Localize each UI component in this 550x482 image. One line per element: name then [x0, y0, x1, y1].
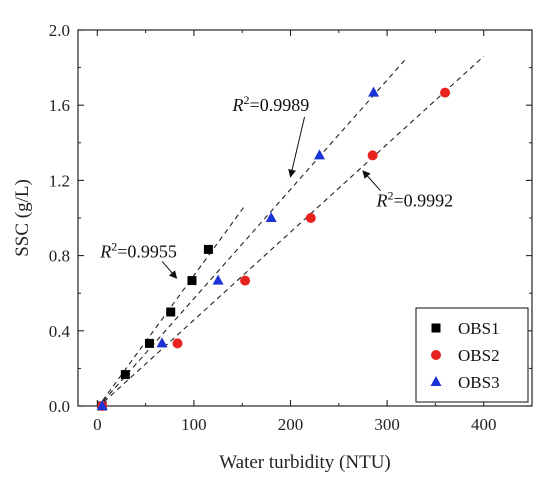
point-obs3	[313, 149, 325, 160]
fit-line-obs2	[96, 55, 485, 409]
r2-annotations: R2=0.9955 R2=0.9989 R2=0.9992	[99, 93, 453, 279]
point-obs2	[172, 338, 183, 349]
point-obs1	[166, 307, 176, 317]
y-tick-label: 1.6	[49, 96, 70, 115]
data-markers	[96, 86, 451, 411]
legend-label-obs3: OBS3	[458, 373, 500, 392]
y-tick-label: 2.0	[49, 21, 70, 40]
r2-label-obs2: R2=0.9992	[375, 189, 453, 211]
x-tick-label: 300	[374, 415, 400, 434]
legend-label-obs2: OBS2	[458, 346, 500, 365]
point-obs1	[120, 370, 130, 380]
y-tick-label: 0.0	[49, 397, 70, 416]
point-obs3	[156, 337, 168, 348]
legend: OBS1 OBS2 OBS3	[415, 307, 529, 403]
point-obs2	[240, 275, 251, 286]
point-obs3	[96, 400, 108, 410]
x-axis-title: Water turbidity (NTU)	[219, 452, 391, 473]
r2-arrow-obs3	[288, 116, 306, 178]
point-obs2	[367, 150, 378, 161]
x-tick-label: 0	[93, 415, 102, 434]
x-tick-label: 200	[278, 415, 304, 434]
r2-label-obs1: R2=0.9955	[99, 239, 177, 261]
point-obs2	[440, 87, 451, 98]
y-tick-label: 1.2	[49, 171, 70, 190]
legend-marker-obs2	[431, 350, 441, 360]
fit-line-obs1	[96, 206, 245, 409]
point-obs1	[144, 338, 154, 348]
y-axis-title: SSC (g/L)	[12, 179, 33, 257]
x-tick-label: 400	[471, 415, 497, 434]
point-obs3	[212, 274, 224, 285]
point-obs1	[203, 244, 213, 254]
fit-lines	[96, 55, 485, 409]
legend-marker-obs1	[431, 323, 441, 333]
point-obs1	[187, 276, 197, 286]
point-obs2	[305, 213, 316, 223]
r2-label-obs3: R2=0.9989	[232, 93, 310, 115]
r2-arrow-obs1	[161, 261, 178, 279]
r2-arrow-obs2	[362, 170, 381, 192]
legend-marker-obs3	[430, 376, 442, 386]
y-tick-label: 0.8	[49, 247, 70, 266]
y-tick-label: 0.4	[49, 322, 71, 341]
fit-line-obs3	[96, 57, 407, 409]
x-tick-label: 100	[181, 415, 207, 434]
point-obs3	[265, 212, 277, 222]
legend-label-obs1: OBS1	[458, 319, 500, 338]
axis-ticks: 0 100 200 300 400 0.0 0.4 0.8 1.2 1.6 2.0	[49, 21, 532, 434]
point-obs3	[368, 86, 380, 97]
